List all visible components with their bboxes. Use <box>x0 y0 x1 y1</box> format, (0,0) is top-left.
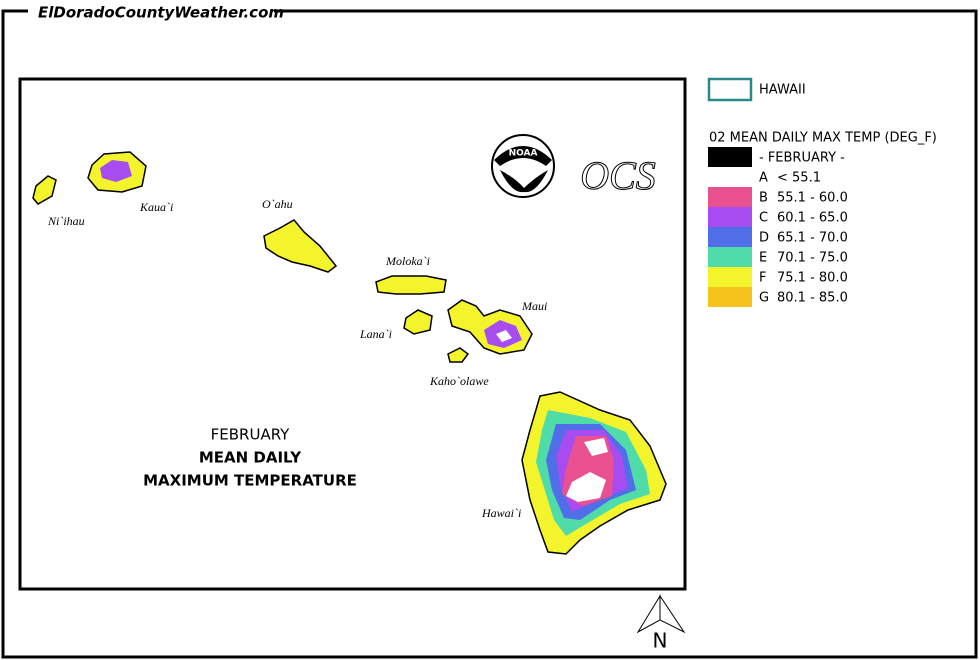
legend-swatch <box>708 187 752 207</box>
legend-code: G <box>759 291 769 306</box>
legend-code: F <box>759 271 766 286</box>
legend-range: 60.1 - 65.0 <box>777 211 848 226</box>
island-label: Kaho`olawe <box>429 374 489 388</box>
island-label: O`ahu <box>262 197 293 211</box>
arrow-left <box>636 594 661 634</box>
molokai <box>375 275 447 295</box>
noaa-top <box>494 146 552 166</box>
noaa-bird <box>500 170 548 193</box>
legend-range: 75.1 - 80.0 <box>777 271 848 286</box>
island-label: Kaua`i <box>139 200 173 214</box>
region-swatch <box>707 77 753 102</box>
oahu <box>263 219 338 273</box>
north-label: N <box>653 629 668 653</box>
legend-region: HAWAII <box>759 83 806 98</box>
map-title: MAXIMUM TEMPERATURE <box>143 472 357 490</box>
legend-swatch <box>708 267 752 287</box>
legend-code: D <box>759 231 769 246</box>
legend-swatch <box>708 247 752 267</box>
legend: - FEBRUARY - A < 55.1 B 55.1 - 60.0 C 60.1 - 6… <box>708 147 848 307</box>
site-name: ElDoradoCountyWeather.com <box>38 4 284 22</box>
legend-range: 70.1 - 75.0 <box>777 251 848 266</box>
legend-label: - FEBRUARY - <box>759 151 845 166</box>
legend-title: 02 MEAN DAILY MAX TEMP (DEG_F) <box>709 131 937 146</box>
island-label: Hawai`i <box>481 506 521 520</box>
header-bg <box>28 2 274 22</box>
legend-range: < 55.1 <box>777 171 821 186</box>
legend-range: 80.1 - 85.0 <box>777 291 848 306</box>
north-arrow: N <box>636 594 686 653</box>
legend-swatch <box>708 207 752 227</box>
legend-code: E <box>759 251 767 266</box>
legend-range: 65.1 - 70.0 <box>777 231 848 246</box>
hawaii-a <box>566 438 608 502</box>
legend-range: 55.1 - 60.0 <box>777 191 848 206</box>
noaa-logo: NOAA <box>491 134 555 198</box>
lanai <box>403 309 433 335</box>
map-title: MEAN DAILY <box>199 449 302 467</box>
outer-frame <box>1 9 978 659</box>
legend-code: A <box>759 171 768 186</box>
legend-swatch <box>708 167 752 187</box>
island-label: Moloka`i <box>385 254 430 268</box>
maui-peak <box>496 330 512 342</box>
island-label: Maui <box>521 299 547 313</box>
legend-swatch <box>708 147 752 167</box>
kahoolawe <box>447 347 470 363</box>
islands <box>32 151 667 555</box>
island-label: Lana`i <box>359 327 392 341</box>
legend-code: C <box>759 211 768 226</box>
kauai-inner <box>100 160 132 182</box>
legend-swatch <box>708 287 752 307</box>
legend-swatch <box>708 227 752 247</box>
island-label: Ni`ihau <box>47 214 85 228</box>
noaa-text: NOAA <box>509 149 538 159</box>
legend-code: B <box>759 191 768 206</box>
map-title-month: FEBRUARY <box>211 426 291 444</box>
arrow-right <box>659 594 686 634</box>
niihau <box>32 175 57 205</box>
ocs-logo: OCS <box>580 153 656 198</box>
